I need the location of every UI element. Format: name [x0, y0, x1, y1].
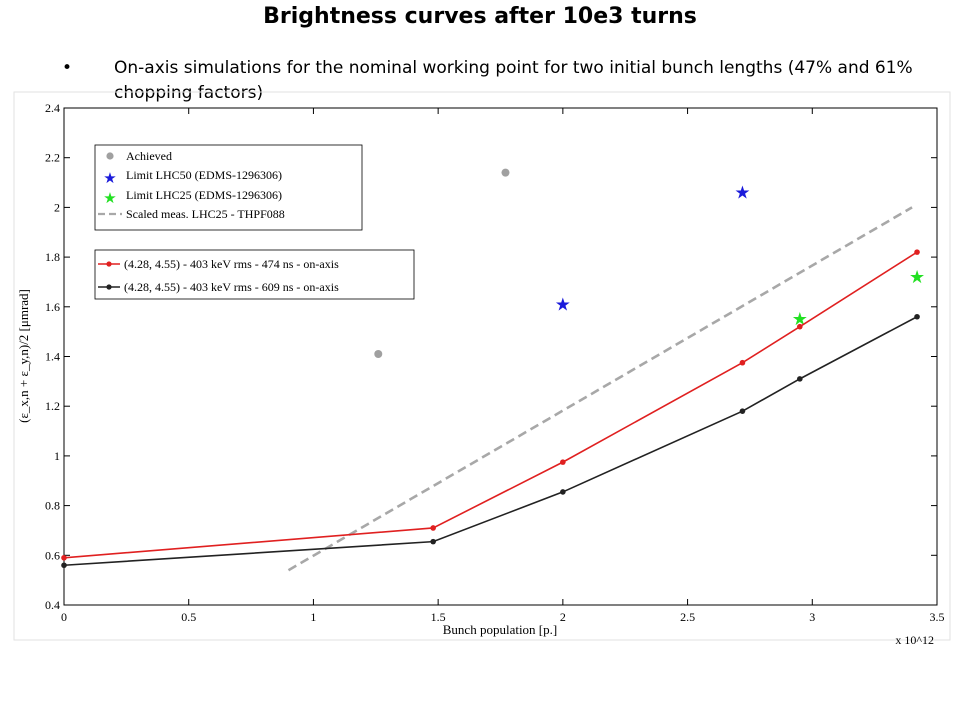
x-tick-label: 2: [560, 610, 566, 624]
y-tick-label: 1.8: [45, 250, 60, 264]
data-point: [61, 562, 67, 569]
series-line: [63, 251, 918, 559]
data-point: [914, 313, 920, 320]
x-tick-label: 3.5: [930, 610, 945, 624]
legend-marker-lhc50: ★: [103, 171, 116, 187]
legend-reference: Achieved ★ Limit LHC50 (EDMS-1296306) ★ …: [94, 144, 363, 231]
y-tick-label: 0.8: [45, 499, 60, 513]
x-multiplier-label: x 10^12: [895, 633, 934, 647]
data-point: [430, 525, 436, 531]
slide-title: Brightness curves after 10e3 turns: [263, 4, 697, 29]
x-tick-label: 1.5: [431, 610, 446, 624]
axis-tick-labels: 0 0.5 1 1.5 2 2.5 3 3.5 0.4 0.6 0.8 1 1.2 1.4 1.6 1.8 2 2…: [45, 101, 945, 624]
series-3: [287, 206, 913, 572]
x-tick-label: 1: [310, 610, 316, 624]
x-tick-label: 3: [809, 610, 815, 624]
series-0: [374, 168, 510, 359]
legend-marker-achieved: [106, 152, 114, 160]
legend-label-achieved: Achieved: [126, 149, 172, 163]
bullet-text: On-axis simulations for the nominal work…: [114, 58, 913, 103]
data-point: [739, 408, 746, 414]
y-tick-label: 2: [54, 200, 60, 214]
series-4: [61, 249, 920, 561]
series-5: [61, 313, 920, 569]
legend-marker-474ns: [106, 261, 112, 267]
legend-reference-box: [94, 144, 363, 231]
legend-label-lhc25: Limit LHC25 (EDMS-1296306): [126, 188, 282, 202]
data-point: [739, 359, 746, 366]
y-tick-label: 0.6: [45, 548, 60, 562]
legend-marker-609ns: [106, 284, 112, 290]
data-point: [560, 489, 566, 495]
y-tick-label: 0.4: [45, 598, 60, 612]
data-point: [560, 459, 566, 465]
data-point: [61, 554, 67, 561]
legend-simulations-box: [94, 249, 415, 300]
axis-ticks: [63, 107, 938, 606]
legend-label-474ns: (4.28, 4.55) - 403 keV rms - 474 ns - on…: [124, 257, 339, 271]
y-axis-label: (ε_x,n + ε_y,n)/2 [μmrad]: [16, 289, 31, 423]
x-tick-label: 2.5: [680, 610, 695, 624]
x-tick-label: 0.5: [181, 610, 196, 624]
data-point-star: ★: [555, 294, 571, 314]
x-tick-label: 0: [61, 610, 67, 624]
series-line: [63, 316, 918, 567]
data-point: [914, 249, 920, 255]
data-point: [374, 350, 383, 359]
data-point: [501, 168, 510, 177]
bullet-icon: •: [62, 58, 73, 78]
legend-label-scaled: Scaled meas. LHC25 - THPF088: [126, 207, 285, 221]
data-point: [797, 323, 803, 330]
data-point: [430, 538, 436, 545]
data-point-star: ★: [909, 267, 925, 287]
y-tick-label: 1.4: [45, 350, 60, 364]
y-tick-label: 1.6: [45, 300, 60, 314]
legend-marker-lhc25: ★: [103, 191, 116, 207]
data-point: [797, 376, 803, 382]
x-axis-label: Bunch population [p.]: [443, 622, 557, 637]
y-tick-label: 2.4: [45, 101, 60, 115]
y-tick-label: 2.2: [45, 151, 60, 165]
y-tick-label: 1.2: [45, 399, 60, 413]
legend-label-lhc50: Limit LHC50 (EDMS-1296306): [126, 168, 282, 182]
series-layer: ★★★★: [61, 168, 925, 572]
legend-simulations: (4.28, 4.55) - 403 keV rms - 474 ns - on…: [94, 249, 415, 300]
series-1: ★★: [555, 182, 751, 314]
legend-label-609ns: (4.28, 4.55) - 403 keV rms - 609 ns - on…: [124, 280, 339, 294]
y-tick-label: 1: [54, 449, 60, 463]
series-line: [287, 206, 913, 572]
data-point-star: ★: [734, 182, 750, 202]
figure-frame: [13, 91, 951, 641]
